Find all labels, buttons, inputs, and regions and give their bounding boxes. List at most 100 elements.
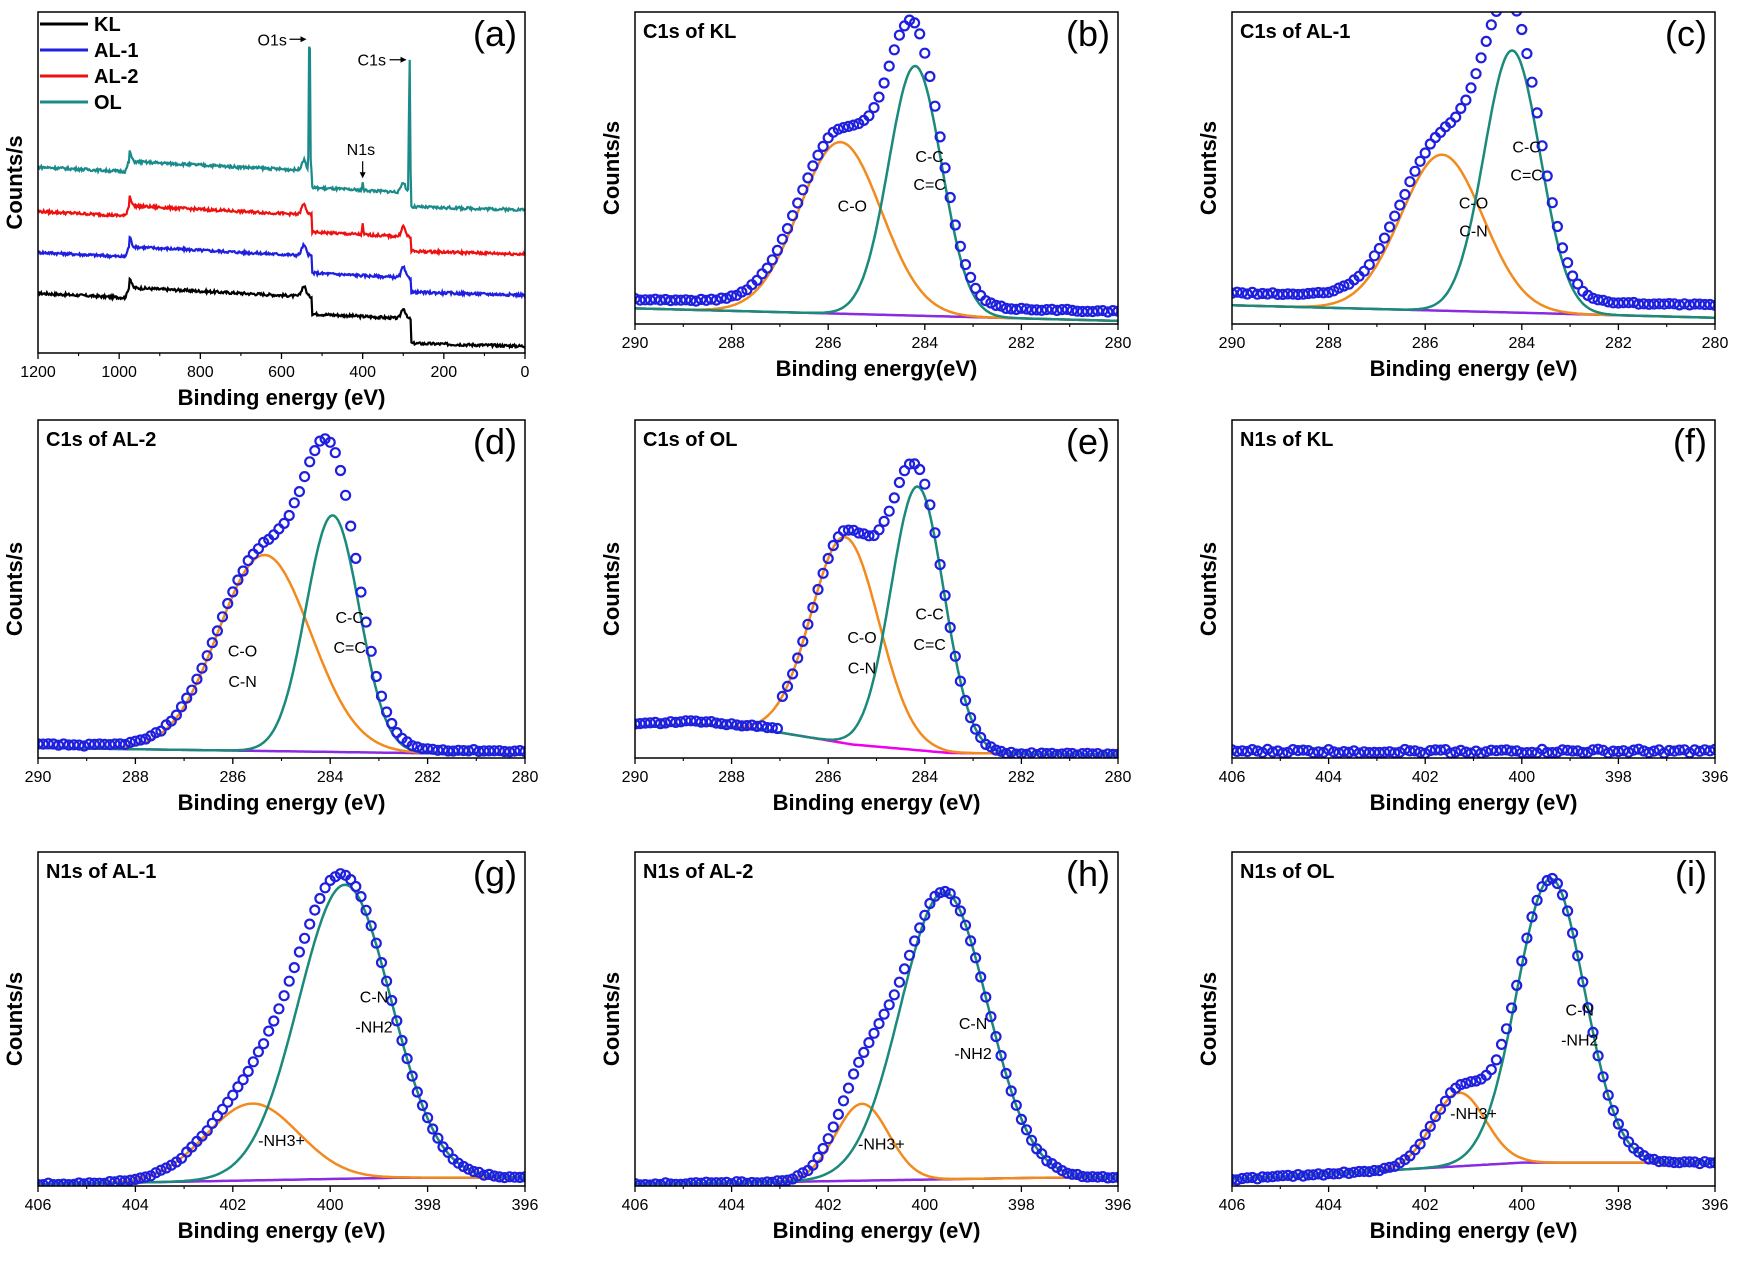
x-tick-label: 286 [1412, 335, 1439, 352]
data-point [488, 1170, 500, 1182]
data-point [1383, 1161, 1396, 1173]
data-point [1566, 270, 1579, 282]
data-point [888, 989, 900, 1001]
data-point [150, 727, 162, 739]
data-point [1287, 1170, 1299, 1182]
data-point [761, 721, 773, 734]
data-point [761, 262, 773, 274]
data-point [1633, 298, 1645, 310]
data-point [1368, 746, 1380, 758]
x-tick-label: 800 [187, 364, 214, 381]
x-tick-label: 398 [1008, 1197, 1035, 1214]
data-point [786, 210, 799, 222]
x-tick-label: 288 [718, 335, 745, 352]
data-point [741, 719, 753, 732]
data-point [483, 745, 495, 757]
data-point [1643, 298, 1655, 310]
data-point [309, 445, 321, 457]
data-point [644, 1179, 656, 1186]
data-point [725, 718, 738, 730]
data-point [1272, 288, 1284, 300]
data-point [99, 1177, 111, 1186]
data-point [1678, 298, 1691, 310]
data-point [1076, 305, 1089, 318]
data-point [1556, 889, 1569, 901]
data-point [1343, 746, 1355, 758]
peak-label: C-C [915, 149, 943, 166]
data-point [1383, 746, 1396, 758]
data-point [386, 994, 398, 1007]
plot-frame [1231, 419, 1716, 759]
data-point [278, 517, 290, 530]
data-point [432, 744, 444, 756]
data-point [665, 1178, 677, 1186]
x-tick-label: 404 [1315, 1197, 1342, 1214]
arrow-head-icon [400, 56, 407, 63]
y-axis-label: Counts/s [599, 542, 624, 636]
data-point [964, 935, 977, 947]
data-point [954, 905, 967, 917]
data-point [288, 961, 300, 974]
data-point [1470, 745, 1482, 757]
data-point [771, 722, 784, 735]
peak-label: -NH2 [954, 1046, 991, 1063]
data-point [206, 637, 218, 649]
x-axis-label: Binding energy (eV) [178, 790, 386, 815]
data-point [1092, 1171, 1104, 1183]
data-point [483, 1168, 495, 1181]
data-point [47, 738, 60, 750]
data-point [924, 70, 936, 83]
data-point [878, 1008, 890, 1020]
panel-letter: (i) [1675, 853, 1707, 894]
x-tick-label: 404 [122, 1197, 149, 1214]
data-point [1633, 743, 1645, 755]
data-point [1653, 1155, 1665, 1168]
data-point [700, 716, 712, 728]
data-point [858, 528, 870, 540]
data-point [1638, 745, 1650, 757]
data-point [807, 1159, 819, 1171]
data-point [1097, 1170, 1109, 1183]
data-point [1112, 305, 1118, 317]
series-al-1 [38, 235, 525, 300]
x-tick-label: 290 [1219, 335, 1246, 352]
data-point [1236, 745, 1248, 757]
data-point [883, 505, 895, 517]
data-point [659, 293, 672, 306]
data-point [1561, 905, 1574, 917]
x-tick-label: 400 [911, 1197, 938, 1214]
data-point [705, 293, 717, 305]
data-point [1497, 0, 1506, 6]
data-point [381, 706, 393, 718]
annotation-o1s: O1s [258, 32, 287, 49]
data-point [422, 743, 434, 755]
data-point [1236, 287, 1248, 299]
data-point [1025, 1134, 1038, 1146]
data-point [68, 1178, 80, 1186]
data-point [1383, 221, 1396, 233]
data-point [1005, 746, 1017, 758]
data-point [812, 1151, 824, 1164]
data-point [1507, 0, 1516, 5]
x-tick-label: 398 [1605, 769, 1632, 786]
plot-frame [634, 419, 1119, 759]
data-point [1338, 280, 1350, 292]
data-point [1031, 749, 1043, 758]
data-point [1292, 744, 1304, 757]
data-point [1368, 1164, 1381, 1177]
x-tick-label: 282 [1605, 335, 1632, 352]
data-point [1516, 23, 1528, 36]
data-point [493, 1171, 505, 1183]
x-axis-label: Binding energy (eV) [178, 385, 386, 410]
data-point [1086, 1171, 1099, 1183]
data-point [690, 715, 702, 727]
data-point [314, 892, 326, 905]
data-point [1363, 747, 1375, 758]
data-point [1358, 746, 1370, 758]
data-point [1592, 1050, 1604, 1062]
data-point [1363, 259, 1375, 271]
data-point [914, 922, 926, 934]
data-point [47, 1179, 59, 1186]
data-point [1617, 745, 1630, 757]
data-point [695, 293, 707, 305]
